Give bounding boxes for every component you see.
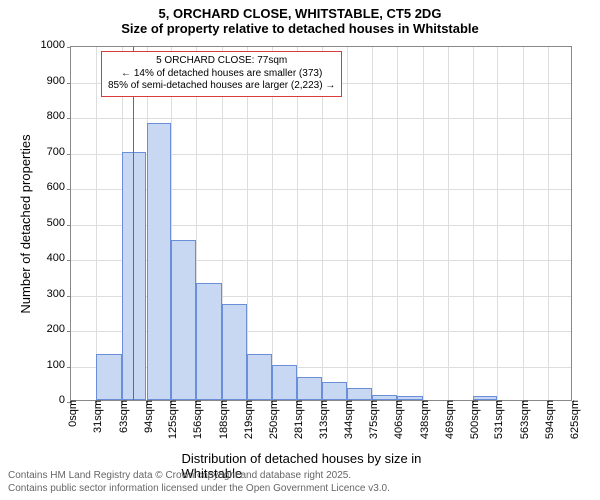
histogram-bar	[222, 304, 247, 400]
y-tick-label: 1000	[41, 39, 71, 51]
y-tick-label: 400	[47, 252, 71, 264]
chart-container: 5, ORCHARD CLOSE, WHITSTABLE, CT5 2DG Si…	[0, 0, 600, 500]
histogram-bar	[372, 395, 397, 400]
y-tick-label: 100	[47, 359, 71, 371]
y-tick-label: 500	[47, 217, 71, 229]
y-tick-label: 300	[47, 288, 71, 300]
y-tick-label: 200	[47, 323, 71, 335]
footer: Contains HM Land Registry data © Crown c…	[8, 470, 390, 495]
grid-line	[272, 47, 273, 400]
x-tick-label: 63sqm	[114, 400, 130, 433]
grid-line	[96, 47, 97, 400]
x-tick-label: 250sqm	[264, 400, 280, 439]
x-tick-label: 188sqm	[214, 400, 230, 439]
histogram-bar	[473, 396, 498, 400]
grid-line	[473, 47, 474, 400]
grid-line	[548, 47, 549, 400]
grid-line	[372, 47, 373, 400]
grid-line	[497, 47, 498, 400]
title-block: 5, ORCHARD CLOSE, WHITSTABLE, CT5 2DG Si…	[0, 0, 600, 36]
x-tick-label: 31sqm	[88, 400, 104, 433]
y-tick-label: 700	[47, 146, 71, 158]
histogram-bar	[322, 382, 347, 400]
histogram-bar	[96, 354, 122, 400]
x-tick-label: 563sqm	[515, 400, 531, 439]
x-tick-label: 406sqm	[389, 400, 405, 439]
x-tick-label: 0sqm	[63, 400, 79, 427]
x-tick-label: 500sqm	[465, 400, 481, 439]
x-tick-label: 344sqm	[339, 400, 355, 439]
histogram-bar	[297, 377, 323, 400]
grid-line	[322, 47, 323, 400]
y-tick-label: 600	[47, 181, 71, 193]
grid-line	[423, 47, 424, 400]
x-tick-label: 313sqm	[314, 400, 330, 439]
y-tick-label: 900	[47, 75, 71, 87]
x-tick-label: 94sqm	[139, 400, 155, 433]
y-tick-label: 800	[47, 110, 71, 122]
grid-line	[247, 47, 248, 400]
annotation-line: 5 ORCHARD CLOSE: 77sqm	[108, 55, 335, 68]
annotation-line: 85% of semi-detached houses are larger (…	[108, 80, 335, 93]
x-tick-label: 281sqm	[289, 400, 305, 439]
histogram-bar	[397, 396, 423, 400]
x-tick-label: 125sqm	[163, 400, 179, 439]
histogram-bar	[347, 388, 372, 400]
histogram-bar	[122, 152, 147, 401]
x-tick-label: 531sqm	[489, 400, 505, 439]
reference-line	[133, 47, 134, 400]
y-axis-label: Number of detached properties	[18, 134, 33, 313]
annotation-box: 5 ORCHARD CLOSE: 77sqm← 14% of detached …	[101, 51, 342, 97]
histogram-bar	[272, 365, 297, 401]
x-tick-label: 438sqm	[415, 400, 431, 439]
grid-line	[297, 47, 298, 400]
grid-line	[397, 47, 398, 400]
grid-line	[448, 47, 449, 400]
plot-area: 010020030040050060070080090010000sqm31sq…	[70, 46, 572, 401]
chart-subtitle: Size of property relative to detached ho…	[0, 21, 600, 36]
histogram-bar	[247, 354, 272, 400]
histogram-bar	[147, 123, 172, 400]
grid-line	[523, 47, 524, 400]
x-tick-label: 219sqm	[239, 400, 255, 439]
histogram-bar	[196, 283, 222, 400]
x-tick-label: 375sqm	[364, 400, 380, 439]
annotation-line: ← 14% of detached houses are smaller (37…	[108, 68, 335, 81]
grid-line	[347, 47, 348, 400]
footer-line-1: Contains HM Land Registry data © Crown c…	[8, 470, 390, 483]
footer-line-2: Contains public sector information licen…	[8, 483, 390, 496]
x-tick-label: 625sqm	[565, 400, 581, 439]
x-tick-label: 594sqm	[540, 400, 556, 439]
chart-title: 5, ORCHARD CLOSE, WHITSTABLE, CT5 2DG	[0, 6, 600, 21]
histogram-bar	[171, 240, 196, 400]
x-tick-label: 469sqm	[440, 400, 456, 439]
x-tick-label: 156sqm	[188, 400, 204, 439]
